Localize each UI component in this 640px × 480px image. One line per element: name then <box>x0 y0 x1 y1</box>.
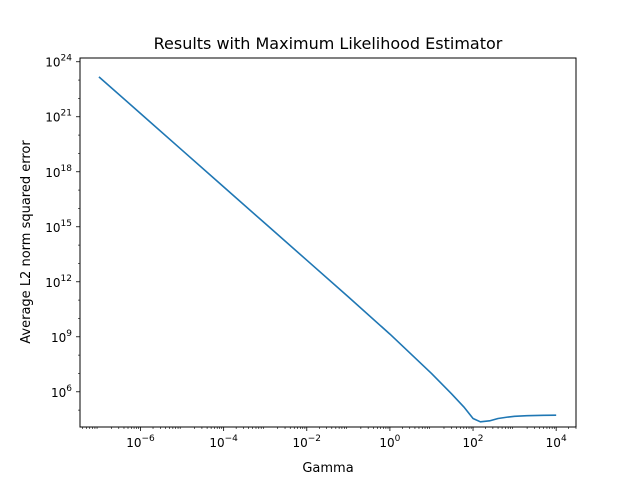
y-tick-label: 1024 <box>45 54 72 70</box>
x-axis: 10−6 10−4 10−2 100 102 104 <box>82 427 577 450</box>
y-tick-label: 1012 <box>45 274 72 290</box>
y-axis-label: Average L2 norm squared error <box>19 140 34 344</box>
y-tick-label: 109 <box>51 329 72 345</box>
chart-title: Results with Maximum Likelihood Estimato… <box>154 34 503 53</box>
x-tick-label: 104 <box>546 434 567 450</box>
x-tick-label: 10−2 <box>292 434 321 450</box>
y-axis: 106 109 1012 1015 1018 1021 1024 <box>45 54 80 411</box>
plot-area <box>79 57 577 428</box>
x-tick-label: 10−4 <box>209 434 238 450</box>
x-tick-label: 100 <box>379 434 400 450</box>
y-tick-label: 1015 <box>45 219 72 235</box>
x-tick-label: 102 <box>463 434 484 450</box>
x-tick-label: 10−6 <box>126 434 155 450</box>
x-axis-label: Gamma <box>302 461 353 476</box>
y-tick-label: 1018 <box>45 164 72 180</box>
series-line <box>98 76 557 423</box>
y-tick-label: 106 <box>51 384 72 400</box>
y-tick-label: 1021 <box>45 109 72 125</box>
series-layer <box>98 76 557 423</box>
